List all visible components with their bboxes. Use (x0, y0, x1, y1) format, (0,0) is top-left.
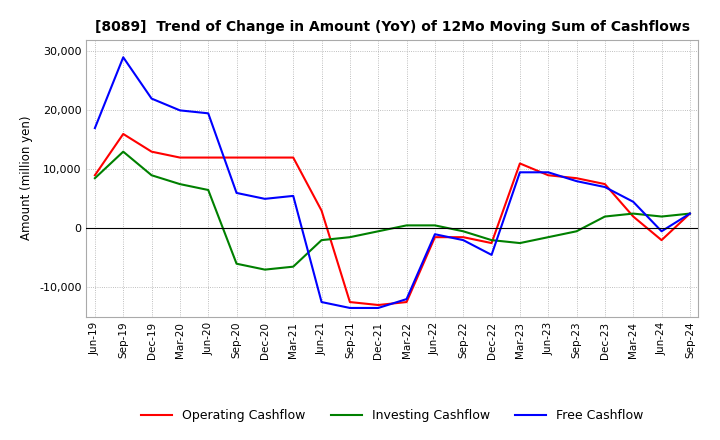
Free Cashflow (685, 211, 694, 216)
Free Cashflow (657, 229, 666, 234)
Free Cashflow (233, 191, 241, 196)
Investing Cashflow (431, 223, 439, 228)
Y-axis label: Amount (million yen): Amount (million yen) (20, 116, 34, 240)
Operating Cashflow (685, 211, 694, 216)
Operating Cashflow (629, 214, 637, 219)
Line: Operating Cashflow: Operating Cashflow (95, 134, 690, 305)
Free Cashflow (402, 297, 411, 302)
Investing Cashflow (685, 211, 694, 216)
Investing Cashflow (148, 172, 156, 178)
Title: [8089]  Trend of Change in Amount (YoY) of 12Mo Moving Sum of Cashflows: [8089] Trend of Change in Amount (YoY) o… (95, 20, 690, 34)
Free Cashflow (572, 179, 581, 184)
Investing Cashflow (459, 229, 467, 234)
Operating Cashflow (318, 208, 326, 213)
Investing Cashflow (600, 214, 609, 219)
Operating Cashflow (402, 299, 411, 304)
Investing Cashflow (176, 181, 184, 187)
Operating Cashflow (346, 299, 354, 304)
Operating Cashflow (600, 181, 609, 187)
Operating Cashflow (148, 149, 156, 154)
Free Cashflow (346, 305, 354, 311)
Investing Cashflow (119, 149, 127, 154)
Free Cashflow (629, 199, 637, 205)
Free Cashflow (176, 108, 184, 113)
Investing Cashflow (516, 240, 524, 246)
Line: Investing Cashflow: Investing Cashflow (95, 152, 690, 270)
Free Cashflow (600, 184, 609, 190)
Operating Cashflow (289, 155, 297, 160)
Investing Cashflow (346, 235, 354, 240)
Free Cashflow (318, 299, 326, 304)
Free Cashflow (204, 111, 212, 116)
Investing Cashflow (544, 235, 552, 240)
Free Cashflow (119, 55, 127, 60)
Operating Cashflow (119, 131, 127, 136)
Free Cashflow (459, 238, 467, 243)
Operating Cashflow (233, 155, 241, 160)
Investing Cashflow (233, 261, 241, 266)
Operating Cashflow (261, 155, 269, 160)
Investing Cashflow (374, 229, 382, 234)
Investing Cashflow (402, 223, 411, 228)
Investing Cashflow (318, 238, 326, 243)
Operating Cashflow (459, 235, 467, 240)
Free Cashflow (516, 170, 524, 175)
Free Cashflow (374, 305, 382, 311)
Free Cashflow (487, 252, 496, 257)
Operating Cashflow (487, 240, 496, 246)
Operating Cashflow (516, 161, 524, 166)
Investing Cashflow (629, 211, 637, 216)
Operating Cashflow (374, 302, 382, 308)
Free Cashflow (289, 193, 297, 198)
Free Cashflow (261, 196, 269, 202)
Operating Cashflow (657, 238, 666, 243)
Operating Cashflow (431, 235, 439, 240)
Operating Cashflow (544, 172, 552, 178)
Legend: Operating Cashflow, Investing Cashflow, Free Cashflow: Operating Cashflow, Investing Cashflow, … (136, 404, 649, 427)
Free Cashflow (544, 170, 552, 175)
Operating Cashflow (572, 176, 581, 181)
Investing Cashflow (204, 187, 212, 193)
Line: Free Cashflow: Free Cashflow (95, 57, 690, 308)
Free Cashflow (148, 96, 156, 101)
Free Cashflow (431, 231, 439, 237)
Operating Cashflow (204, 155, 212, 160)
Investing Cashflow (289, 264, 297, 269)
Investing Cashflow (91, 176, 99, 181)
Free Cashflow (91, 125, 99, 131)
Operating Cashflow (176, 155, 184, 160)
Investing Cashflow (572, 229, 581, 234)
Investing Cashflow (261, 267, 269, 272)
Operating Cashflow (91, 172, 99, 178)
Investing Cashflow (487, 238, 496, 243)
Investing Cashflow (657, 214, 666, 219)
